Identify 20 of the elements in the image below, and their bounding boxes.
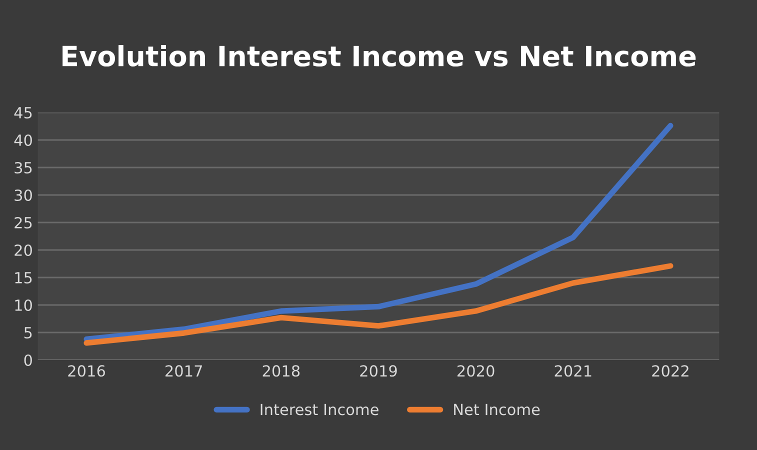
y-tick-label: 10 <box>15 299 32 312</box>
x-tick-label: 2019 <box>360 365 397 377</box>
y-tick-label: 30 <box>14 189 32 202</box>
x-tick-label: 2016 <box>68 365 105 377</box>
x-tick-label: 2021 <box>554 365 592 377</box>
y-tick-label: 15 <box>15 272 32 284</box>
y-tick-label: 20 <box>14 244 32 256</box>
legend-label: Interest Income <box>260 404 378 416</box>
y-tick-label: 35 <box>14 162 32 174</box>
x-tick-label: 2022 <box>652 365 688 377</box>
chart-title: Evolution Interest Income vs Net Income <box>62 45 696 67</box>
y-tick-label: 5 <box>24 327 32 339</box>
x-tick-label: 2020 <box>458 365 494 377</box>
y-tick-label: 0 <box>24 354 32 366</box>
y-tick-label: 25 <box>14 216 32 229</box>
y-tick-label: 40 <box>14 134 32 146</box>
legend-label: Net Income <box>454 404 540 416</box>
x-tick-label: 2017 <box>166 365 202 377</box>
x-tick-label: 2018 <box>262 365 300 377</box>
y-tick-label: 45 <box>14 107 32 119</box>
